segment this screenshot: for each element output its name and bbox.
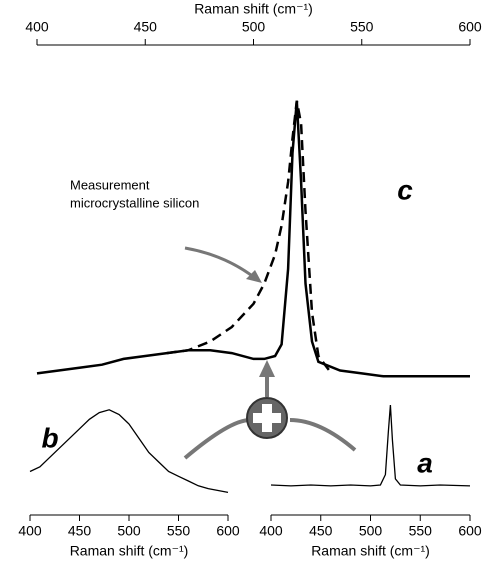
annotation-arrowhead <box>246 270 262 283</box>
annotation: microcrystalline silicon <box>70 195 199 210</box>
x-tick-label: 400 <box>25 19 49 35</box>
x-axis-title: Raman shift (cm⁻¹) <box>70 543 189 559</box>
combine-arc-right <box>289 418 357 452</box>
x-tick-label: 550 <box>167 523 191 539</box>
x-tick-label: 450 <box>309 523 333 539</box>
x-tick-label: 400 <box>259 523 283 539</box>
x-tick-label: 600 <box>458 523 482 539</box>
panel-label: a <box>417 447 433 478</box>
x-axis-title: Raman shift (cm⁻¹) <box>194 1 313 17</box>
series-line <box>29 409 229 494</box>
x-tick-label: 600 <box>458 19 482 35</box>
plus-horizontal <box>253 413 281 423</box>
x-tick-label: 500 <box>117 523 141 539</box>
series-line <box>36 100 470 378</box>
annotation-arrow <box>184 246 256 280</box>
x-tick-label: 450 <box>134 19 158 35</box>
combine-arrowhead <box>259 360 275 377</box>
x-tick-label: 400 <box>18 523 42 539</box>
x-axis-title: Raman shift (cm⁻¹) <box>311 543 430 559</box>
x-tick-label: 550 <box>350 19 374 35</box>
panel-label: b <box>41 422 58 453</box>
series-line <box>166 100 331 372</box>
x-tick-label: 500 <box>359 523 383 539</box>
x-tick-label: 450 <box>68 523 92 539</box>
annotation: Measurement <box>70 177 150 192</box>
combine-arc-left <box>183 418 251 460</box>
x-tick-label: 600 <box>216 523 240 539</box>
annotation: c <box>397 174 413 205</box>
series-line <box>270 404 471 487</box>
x-tick-label: 550 <box>409 523 433 539</box>
x-tick-label: 500 <box>242 19 266 35</box>
